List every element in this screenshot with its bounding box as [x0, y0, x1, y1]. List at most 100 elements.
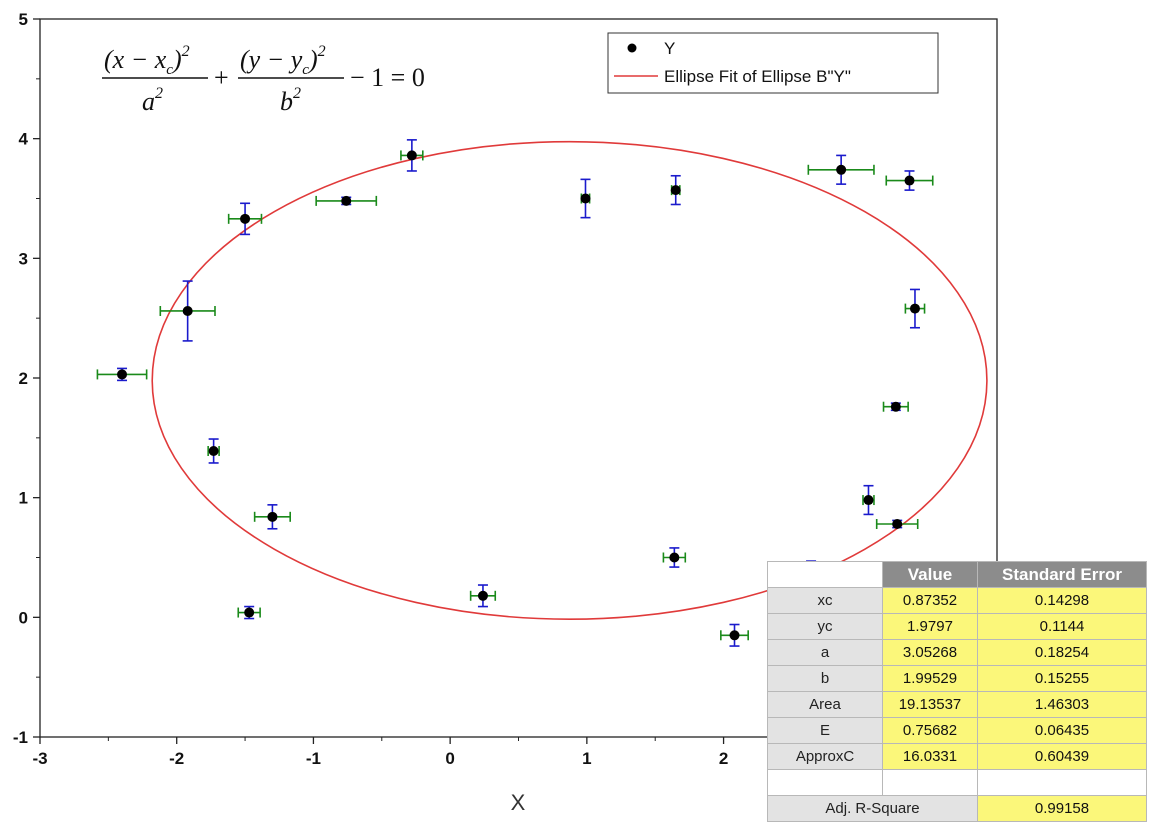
y-tick-label: 4	[19, 130, 29, 149]
row-standard-error: 0.1144	[977, 613, 1147, 640]
table-row: ApproxC 16.0331 0.60439	[767, 743, 1147, 770]
legend-label-fit: Ellipse Fit of Ellipse B"Y"	[664, 67, 851, 86]
x-tick-label: -2	[169, 749, 184, 768]
table-row: b 1.99529 0.15255	[767, 665, 1147, 692]
data-point	[669, 552, 680, 563]
fit-equation: (x − xc)2 a2 + (y − yc)2 b2 − 1 = 0	[102, 43, 425, 116]
row-value: 19.13537	[882, 691, 978, 718]
row-label: ApproxC	[767, 743, 883, 770]
table-header-standard-error: Standard Error	[977, 561, 1147, 588]
data-point	[117, 369, 128, 380]
y-tick-label: 2	[19, 369, 28, 388]
data-point	[892, 518, 903, 529]
data-point	[836, 164, 847, 175]
data-point-group	[96, 367, 148, 382]
data-point-group	[237, 605, 261, 620]
x-tick-label: 1	[582, 749, 591, 768]
row-standard-error: 0.18254	[977, 639, 1147, 666]
row-value: 0.75682	[882, 717, 978, 744]
spacer-cell	[882, 769, 978, 796]
equation-term1-numerator: (x − xc)2	[104, 43, 190, 78]
spacer-cell	[977, 769, 1147, 796]
table-header-value: Value	[882, 561, 978, 588]
row-label: Area	[767, 691, 883, 718]
data-point	[477, 590, 488, 601]
legend-label-y: Y	[664, 39, 675, 58]
row-label: E	[767, 717, 883, 744]
row-standard-error: 0.06435	[977, 717, 1147, 744]
row-value: 1.9797	[882, 613, 978, 640]
data-point	[729, 630, 740, 641]
row-standard-error: 0.60439	[977, 743, 1147, 770]
table-row: yc 1.9797 0.1144	[767, 613, 1147, 640]
data-point-group	[580, 178, 591, 219]
data-point-group	[253, 504, 291, 530]
data-point-group	[662, 547, 687, 568]
data-point	[244, 607, 255, 618]
equation-term1-denominator: a2	[142, 85, 163, 116]
data-point-group	[904, 288, 926, 329]
row-label: Adj. R-Square	[767, 795, 978, 822]
x-tick-label: 0	[445, 749, 454, 768]
data-point	[909, 303, 920, 314]
data-point-group	[807, 154, 875, 185]
data-point-group	[400, 139, 424, 172]
y-tick-label: 0	[19, 608, 28, 627]
data-point-group	[885, 170, 934, 191]
table-header-row: Value Standard Error	[767, 561, 1147, 588]
table-row: xc 0.87352 0.14298	[767, 587, 1147, 614]
data-point-group	[670, 174, 681, 206]
data-point-group	[469, 584, 497, 608]
data-point-group	[882, 401, 909, 412]
table-row-adj-r-square: Adj. R-Square 0.99158	[767, 795, 1147, 822]
row-label: a	[767, 639, 883, 666]
data-point	[890, 401, 901, 412]
row-label: xc	[767, 587, 883, 614]
data-point	[341, 195, 352, 206]
data-point	[670, 185, 681, 196]
row-standard-error: 0.14298	[977, 587, 1147, 614]
equation-tail: − 1 = 0	[350, 63, 425, 92]
data-point	[240, 213, 251, 224]
fit-results-table: Value Standard Error xc 0.87352 0.14298 …	[767, 561, 1147, 822]
data-point-group	[159, 280, 216, 342]
equation-term2-denominator: b2	[280, 85, 301, 116]
x-tick-label: -1	[306, 749, 321, 768]
data-point	[904, 175, 915, 186]
x-axis-title: X	[511, 790, 526, 815]
y-tick-label: 5	[19, 10, 28, 29]
row-standard-error: 0.15255	[977, 665, 1147, 692]
data-point-group	[720, 623, 749, 647]
y-tick-label: -1	[13, 728, 28, 747]
data-point-group	[875, 518, 919, 529]
points-layer	[96, 139, 934, 647]
y-tick-label: 1	[19, 489, 28, 508]
row-value: 16.0331	[882, 743, 978, 770]
data-point	[406, 150, 417, 161]
row-label: b	[767, 665, 883, 692]
row-standard-error: 1.46303	[977, 691, 1147, 718]
row-value: 3.05268	[882, 639, 978, 666]
row-value: 1.99529	[882, 665, 978, 692]
x-tick-label: 2	[719, 749, 728, 768]
data-point-group	[207, 438, 220, 464]
table-spacer-row	[767, 769, 1147, 796]
data-point	[863, 495, 874, 506]
table-row: a 3.05268 0.18254	[767, 639, 1147, 666]
row-label: yc	[767, 613, 883, 640]
data-point	[267, 511, 278, 522]
table-header-blank	[767, 561, 883, 588]
data-point-group	[227, 202, 263, 236]
data-point	[182, 305, 193, 316]
legend: Y Ellipse Fit of Ellipse B"Y"	[607, 32, 939, 94]
data-point-group	[862, 484, 875, 516]
data-point-group	[315, 195, 378, 206]
equation-term2-numerator: (y − yc)2	[240, 43, 326, 78]
legend-box	[607, 32, 939, 94]
legend-marker-y	[627, 43, 637, 53]
y-tick-label: 3	[19, 249, 28, 268]
table-row: E 0.75682 0.06435	[767, 717, 1147, 744]
row-value: 0.99158	[977, 795, 1147, 822]
